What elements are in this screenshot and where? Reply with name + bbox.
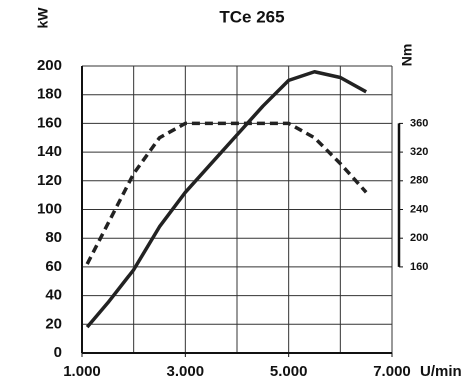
y-tick-label: 200 bbox=[37, 57, 62, 74]
y2-tick-label: 280 bbox=[410, 175, 428, 187]
y-tick-label: 180 bbox=[37, 86, 62, 103]
power-line bbox=[85, 69, 368, 329]
x-tick-label: 5.000 bbox=[270, 363, 308, 380]
y-tick-label: 80 bbox=[45, 229, 62, 246]
y-tick-label: 60 bbox=[45, 258, 62, 275]
chart-title: TCe 265 bbox=[219, 7, 284, 26]
y2-axis-label: Nm bbox=[399, 44, 415, 67]
y2-tick-label: 200 bbox=[410, 232, 428, 244]
y2-tick-label: 160 bbox=[410, 261, 428, 273]
x-tick-label: 1.000 bbox=[63, 363, 101, 380]
x-tick-label: 7.000 bbox=[373, 363, 411, 380]
y-tick-label: 0 bbox=[54, 344, 62, 361]
torque-line bbox=[85, 121, 368, 265]
y-tick-label: 140 bbox=[37, 143, 62, 160]
y-tick-label: 40 bbox=[45, 287, 62, 304]
y-tick-label: 100 bbox=[37, 200, 62, 217]
y-tick-label: 20 bbox=[45, 315, 62, 332]
x-tick-label: 3.000 bbox=[167, 363, 205, 380]
y-tick-label: 160 bbox=[37, 114, 62, 131]
y-axis-label: kW bbox=[35, 7, 51, 29]
x-axis-label: U/min bbox=[420, 363, 462, 380]
y-tick-label: 120 bbox=[37, 172, 62, 189]
y2-tick-label: 320 bbox=[410, 146, 428, 158]
y2-tick-label: 240 bbox=[410, 203, 428, 215]
y2-tick-label: 360 bbox=[410, 117, 428, 129]
